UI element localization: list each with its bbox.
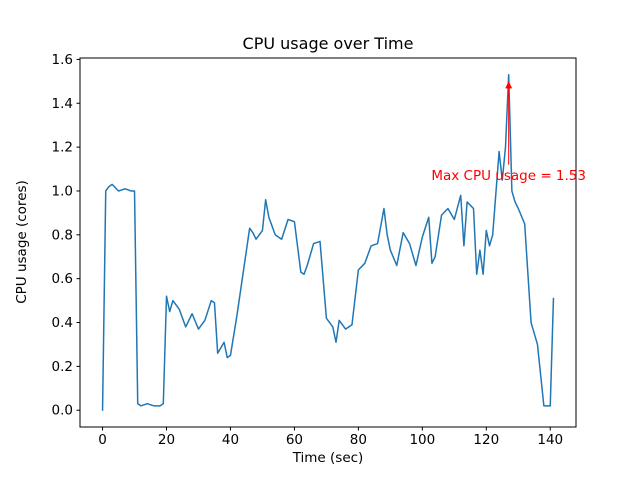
chart-title: CPU usage over Time [243,34,414,53]
x-axis-label: Time (sec) [292,450,364,466]
y-tick-label: 1.0 [52,183,73,199]
y-tick-label: 0.6 [52,271,73,287]
axes-spines [79,57,577,428]
y-axis-label: CPU usage (cores) [14,180,30,304]
y-tick-label: 1.2 [52,140,73,156]
x-tick-label: 140 [537,432,563,448]
y-tick-label: 1.6 [52,52,73,68]
x-tick-label: 80 [350,432,367,448]
x-tick-label: 40 [222,432,239,448]
y-tick-label: 0.4 [52,315,73,331]
y-tick-label: 0.0 [52,403,73,419]
x-tick-label: 120 [473,432,499,448]
y-tick-label: 1.4 [52,96,73,112]
max-annotation-text: Max CPU usage = 1.53 [431,168,586,184]
x-tick-label: 100 [409,432,435,448]
y-tick-label: 0.2 [52,359,73,375]
y-tick-label: 0.8 [52,227,73,243]
plot-area: 0 20 40 60 80 100 120 140 0.0 0.2 0.4 0.6 0.8 1.0 1.2 1… [52,52,577,448]
annotation-arrow-head [505,81,513,89]
x-tick-label: 60 [286,432,303,448]
x-tick-label: 0 [98,432,107,448]
cpu-usage-line [101,74,555,411]
x-tick-label: 20 [158,432,175,448]
